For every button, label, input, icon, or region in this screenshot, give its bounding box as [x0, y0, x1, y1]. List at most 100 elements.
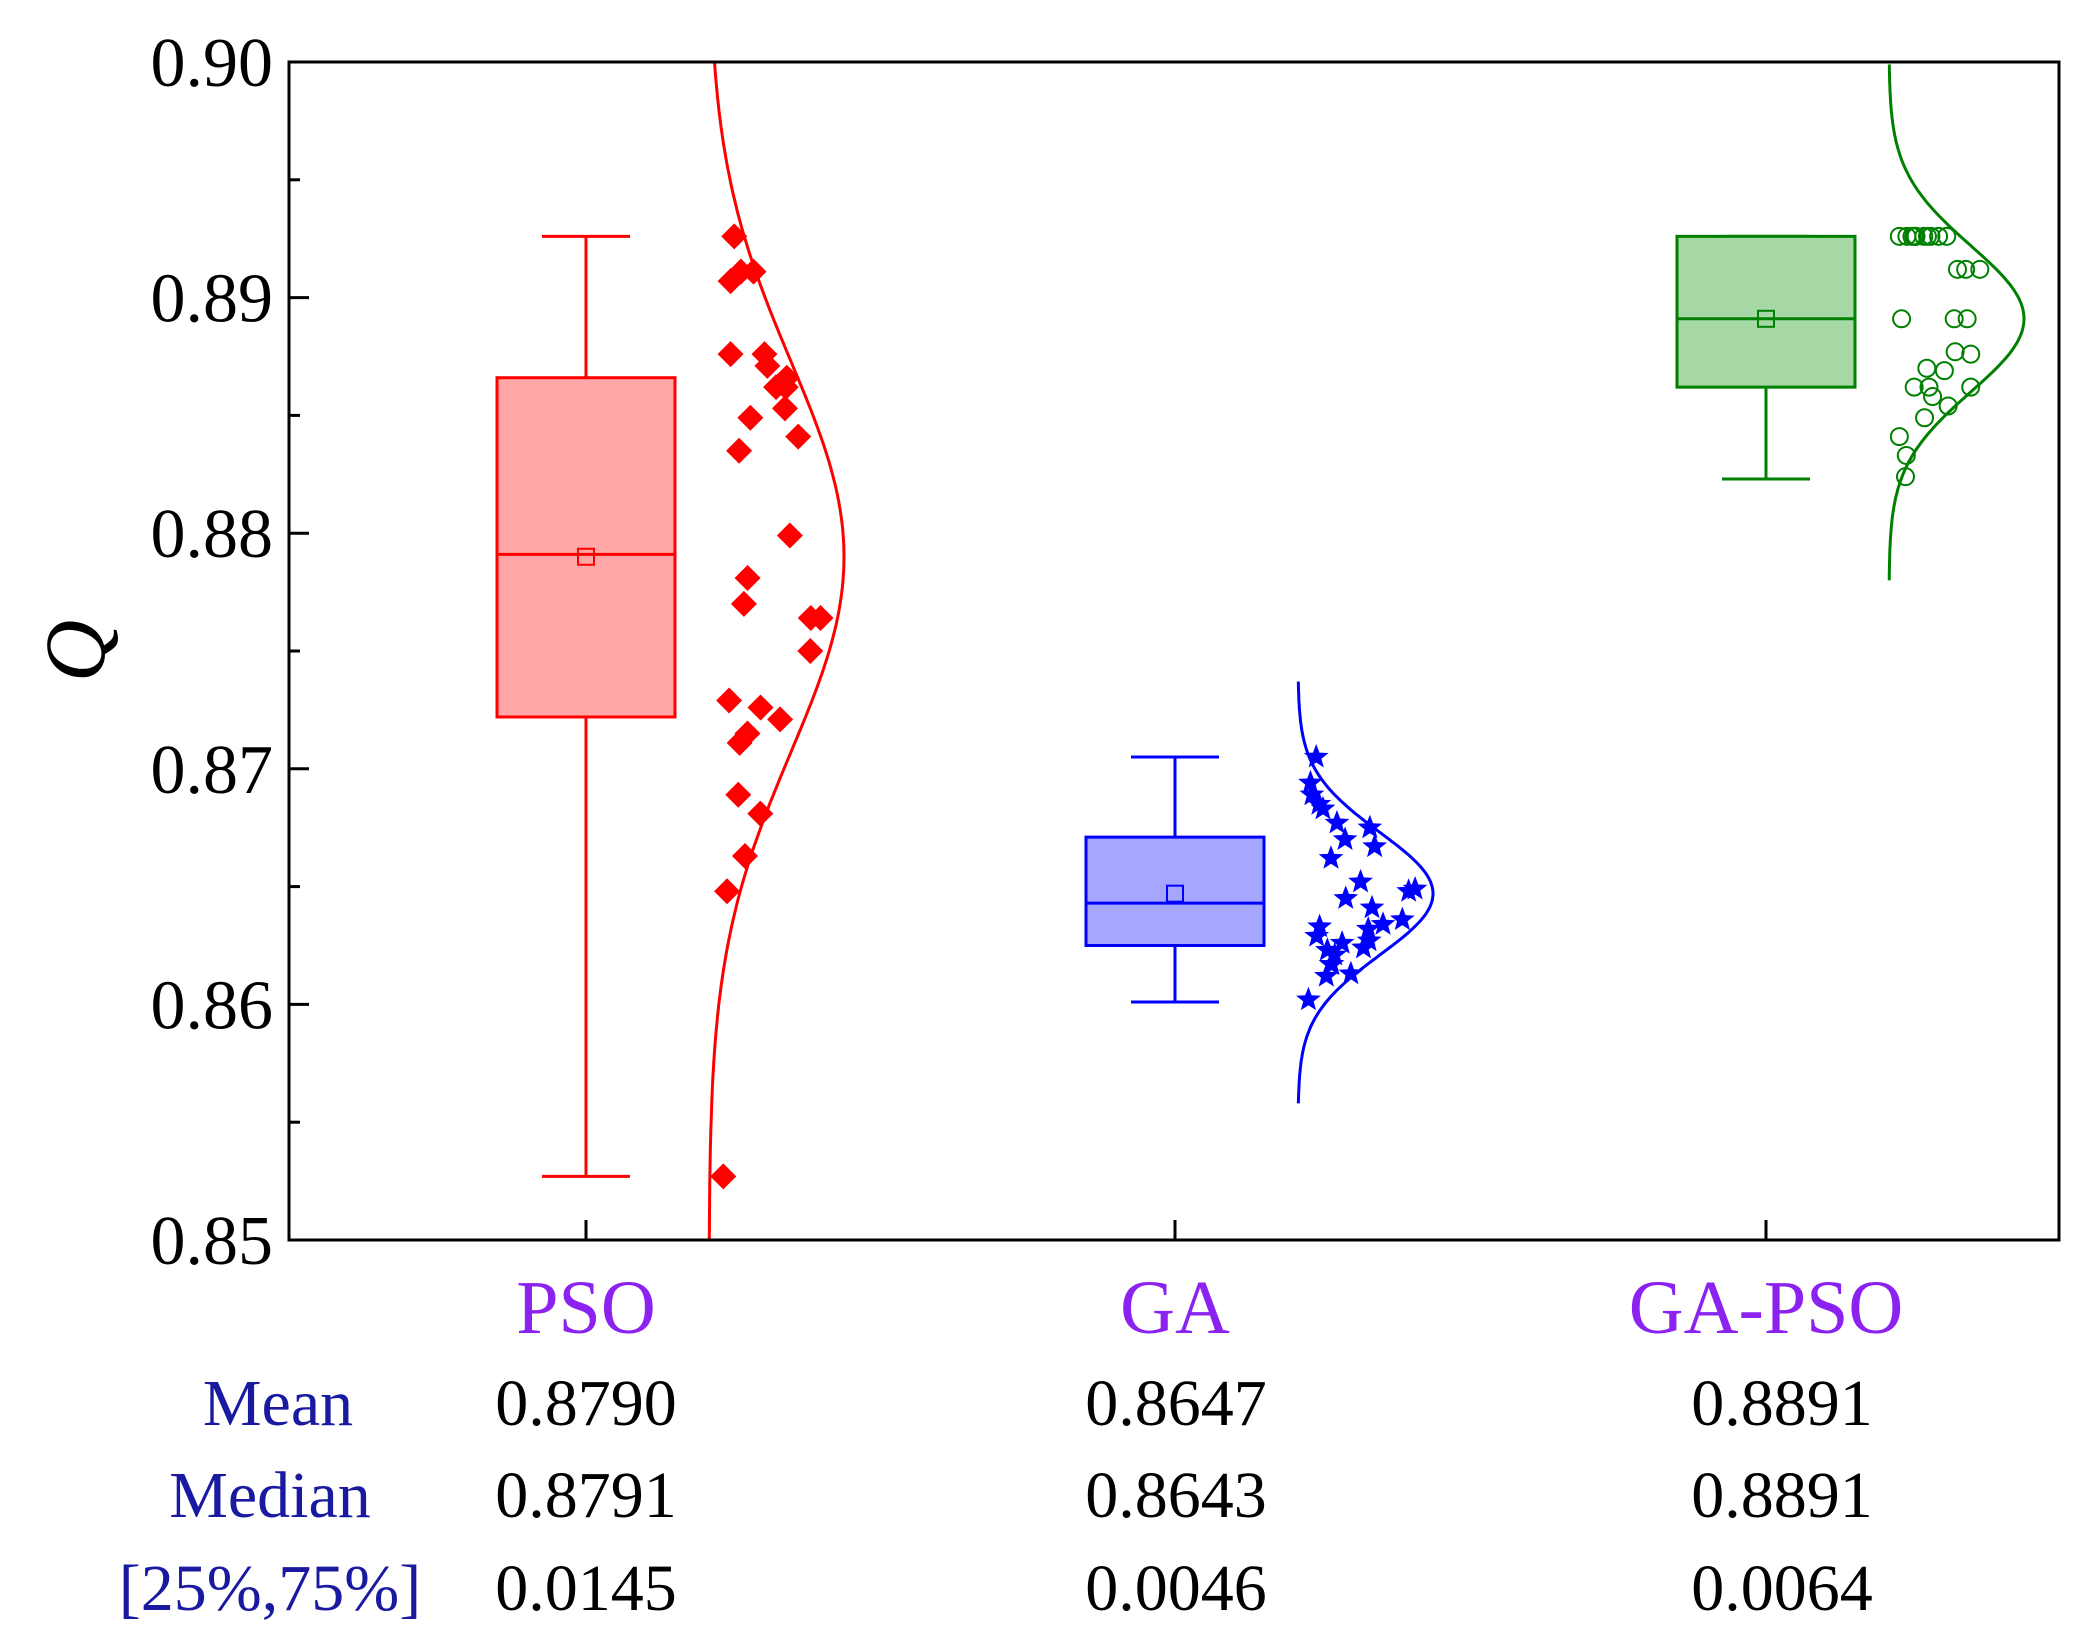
- data-point-ga: [1307, 913, 1332, 938]
- y-axis: 0.85 0.86 0.87 0.88 0.89 0.90: [151, 25, 1768, 1280]
- stats-mean-ga-pso: 0.8891: [1691, 1367, 1873, 1440]
- data-point-ga: [1298, 769, 1323, 794]
- category-label-ga: GA: [1120, 1266, 1230, 1350]
- data-point-pso: [776, 522, 803, 549]
- data-point-pso: [721, 223, 748, 250]
- data-point-pso: [785, 423, 812, 450]
- data-point-ga-pso: [1956, 259, 1976, 279]
- stats-median-ga-pso: 0.8891: [1691, 1459, 1873, 1532]
- series-ga-pso: [1675, 64, 2026, 581]
- data-point-ga: [1370, 911, 1396, 935]
- data-point-ga-pso: [1902, 226, 1922, 246]
- data-point-ga: [1362, 833, 1387, 858]
- box-ga: [1084, 835, 1266, 948]
- stats-iqr-ga-pso: 0.0064: [1691, 1552, 1873, 1625]
- distribution-curve-ga: [1296, 681, 1435, 1104]
- data-point-pso: [737, 404, 764, 431]
- data-point-pso: [767, 706, 794, 733]
- y-tick-label: 0.87: [151, 732, 274, 809]
- data-point-pso: [725, 781, 752, 808]
- plot-area: [495, 61, 2026, 1240]
- y-tick-label: 0.86: [151, 967, 274, 1044]
- y-axis-label: Q: [27, 620, 123, 682]
- data-point-ga-pso: [1934, 361, 1954, 381]
- mean-marker-ga: [1166, 884, 1184, 903]
- data-point-ga: [1296, 986, 1321, 1011]
- data-point-ga-pso: [1947, 259, 1967, 279]
- data-point-ga-pso: [1892, 309, 1912, 329]
- data-point-ga: [1318, 845, 1344, 869]
- data-point-ga-pso: [1945, 342, 1965, 362]
- data-point-ga: [1396, 878, 1421, 902]
- data-point-pso: [717, 341, 744, 368]
- data-point-ga: [1329, 930, 1355, 954]
- data-point-ga: [1332, 826, 1358, 850]
- distribution-curve-ga-pso: [1887, 64, 2026, 581]
- data-point-ga: [1299, 781, 1325, 806]
- stats-iqr-ga: 0.0046: [1085, 1552, 1267, 1625]
- stats-row-label-mean: Mean: [203, 1367, 353, 1440]
- data-point-pso: [740, 258, 767, 285]
- stats-row-label-iqr: [25%,75%]: [119, 1552, 421, 1625]
- data-point-pso: [771, 395, 798, 422]
- data-point-ga: [1322, 941, 1348, 966]
- mean-marker-ga-pso: [1757, 309, 1775, 328]
- data-point-ga-pso: [1961, 344, 1981, 364]
- data-point-ga-pso: [1957, 309, 1977, 329]
- data-point-pso: [714, 878, 741, 905]
- data-point-ga-pso: [1917, 358, 1937, 378]
- category-label-pso: PSO: [516, 1266, 655, 1350]
- data-point-ga: [1333, 885, 1359, 909]
- data-point-ga: [1304, 923, 1329, 947]
- data-point-pso: [730, 590, 757, 617]
- stats-row-label-median: Median: [169, 1459, 371, 1532]
- y-tick-label: 0.90: [151, 25, 274, 102]
- data-point-ga: [1351, 934, 1376, 959]
- data-point-ga-pso: [1938, 396, 1958, 416]
- data-point-pso: [726, 437, 753, 464]
- data-point-ga-pso: [1929, 226, 1949, 246]
- data-point-ga-pso: [1970, 259, 1990, 279]
- data-point-ga: [1356, 927, 1382, 952]
- data-point-ga-pso: [1937, 226, 1957, 246]
- data-point-pso: [726, 729, 753, 756]
- distribution-curve-pso: [707, 61, 846, 1240]
- series-pso: [495, 61, 846, 1240]
- data-point-pso: [772, 374, 799, 401]
- data-point-ga: [1355, 916, 1381, 940]
- data-point-ga-pso: [1923, 387, 1943, 407]
- data-point-ga-pso: [1919, 377, 1939, 397]
- data-point-ga: [1359, 894, 1385, 919]
- data-point-pso: [807, 605, 834, 632]
- data-point-ga: [1303, 744, 1329, 768]
- data-point-ga-pso: [1915, 408, 1935, 428]
- data-point-ga: [1310, 795, 1336, 820]
- data-point-pso: [754, 352, 781, 379]
- stats-median-pso: 0.8791: [495, 1459, 677, 1532]
- stats-mean-ga: 0.8647: [1085, 1367, 1267, 1440]
- stats-table: Mean Median [25%,75%] 0.8790 0.8647 0.88…: [119, 1367, 1873, 1625]
- data-point-ga: [1315, 937, 1340, 961]
- data-point-ga-pso: [1961, 377, 1981, 397]
- data-point-ga: [1324, 810, 1350, 834]
- data-point-ga: [1306, 791, 1332, 815]
- stats-iqr-pso: 0.0145: [495, 1552, 677, 1625]
- data-point-ga: [1314, 963, 1339, 987]
- data-point-pso: [797, 638, 824, 664]
- y-tick-label: 0.85: [151, 1203, 274, 1280]
- data-point-ga-pso: [1944, 309, 1964, 329]
- box-pso: [495, 376, 677, 719]
- data-point-ga: [1348, 868, 1373, 893]
- data-point-pso: [710, 1163, 737, 1190]
- stats-median-ga: 0.8643: [1085, 1459, 1267, 1532]
- y-tick-label: 0.89: [151, 261, 274, 338]
- data-point-pso: [747, 694, 774, 721]
- data-point-ga-pso: [1895, 467, 1915, 487]
- data-point-ga-pso: [1921, 226, 1941, 246]
- data-point-ga: [1357, 814, 1383, 839]
- data-point-pso: [716, 687, 743, 714]
- mean-marker-pso: [577, 547, 595, 566]
- data-point-pso: [734, 564, 761, 591]
- series-ga: [1084, 681, 1435, 1104]
